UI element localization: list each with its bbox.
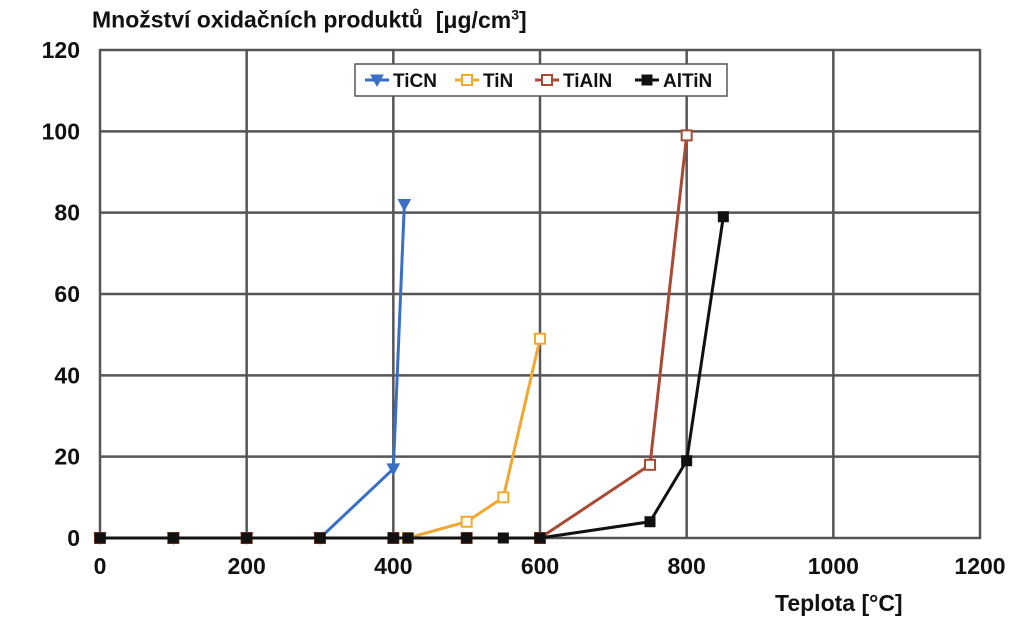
data-point-altin [534,532,546,544]
y-tick-label: 20 [54,444,80,470]
x-tick-label: 400 [374,553,412,579]
x-tick-label: 800 [667,553,705,579]
y-tick-label: 80 [54,200,80,226]
data-point-altin [681,455,693,467]
legend-item-ticn: TiCN [365,71,437,92]
y-tick-label: 0 [67,525,80,551]
legend-label: AlTiN [663,71,712,92]
legend-label: TiN [483,71,513,92]
data-point-tin [497,491,510,504]
data-point-tialn [680,129,693,142]
legend-label: TiAlN [563,71,612,92]
x-tick-label: 0 [94,553,107,579]
data-point-altin [717,211,729,223]
data-point-altin [644,516,656,528]
legend-label: TiCN [393,71,437,92]
y-axis-title-text: Množství oxidačních produktů [92,6,423,33]
legend-item-altin: AlTiN [635,71,712,92]
y-tick-label: 40 [54,362,80,388]
x-tick-label: 600 [521,553,559,579]
y-tick-label: 120 [42,37,80,63]
x-tick-label: 200 [227,553,265,579]
x-tick-label: 1000 [808,553,859,579]
legend-swatch-marker [370,74,384,88]
data-point-altin [314,532,326,544]
series-line-altin [100,216,725,540]
y-axis-unit: [μg/cm3] [435,6,527,33]
y-axis-title: Množství oxidačních produktů [μg/cm3] [92,6,527,34]
legend-item-tin: TiN [455,71,513,92]
x-tick-label: 1200 [954,553,1005,579]
data-point-altin [402,532,414,544]
legend-swatch-marker [641,74,653,86]
data-point-ticn [386,463,401,476]
data-point-tialn [644,458,656,471]
data-point-altin [497,532,509,544]
data-point-altin [167,532,179,544]
data-point-ticn [397,199,412,212]
data-point-tin [460,515,473,528]
y-tick-label: 100 [42,118,80,144]
data-point-altin [241,532,253,544]
data-point-altin [387,532,399,544]
series-altin [94,211,729,544]
legend-swatch-marker [541,74,553,86]
data-point-tin [534,332,546,345]
data-point-altin [94,532,106,544]
legend-swatch-marker [461,74,473,86]
data-point-altin [461,532,473,544]
y-tick-label: 60 [54,281,80,307]
legend-item-tialn: TiAlN [535,71,612,92]
x-axis-title: Teplota [°C] [775,590,903,616]
